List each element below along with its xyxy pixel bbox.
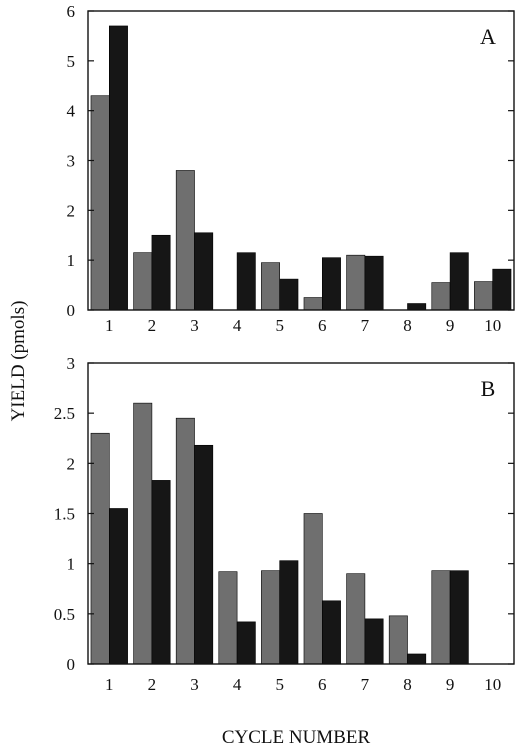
bar-A-s1-c7 [346,254,366,311]
x-tick-label-A: 10 [484,316,501,335]
bar-A-s2-c7 [364,255,384,311]
x-tick-label-A: 4 [233,316,242,335]
panel-label-A: A [480,24,496,49]
bar-B-s2-c6 [321,600,341,665]
y-tick-label-B: 2.5 [54,404,75,423]
x-tick-label-A: 8 [403,316,412,335]
x-tick-label-B: 6 [318,675,327,694]
y-tick-label-B: 3 [67,354,76,373]
x-tick-label-B: 8 [403,675,412,694]
bar-B-s1-c8 [388,615,408,665]
x-tick-label-B: 9 [446,675,455,694]
x-tick-label-A: 7 [361,316,370,335]
bar-A-s2-c9 [449,252,469,311]
x-tick-label-B: 10 [484,675,501,694]
chart-panel-A: 0 1 2 3 4 5 6 1 2 3 4 5 6 7 8 9 10 A [67,2,515,335]
x-tick-label-A: 6 [318,316,327,335]
bar-B-s1-c5 [261,570,281,665]
x-tick-label-A: 2 [148,316,157,335]
y-axis-title: YIELD (pmols) [8,301,29,422]
x-tick-label-B: 4 [233,675,242,694]
x-tick-label-B: 5 [275,675,284,694]
bar-A-s2-c6 [321,257,341,311]
x-tick-label-B: 1 [105,675,114,694]
bar-B-s2-c3 [194,444,214,665]
bar-B-s1-c9 [431,570,451,665]
bar-A-s2-c8 [407,303,427,311]
bar-B-s2-c8 [407,653,427,665]
x-tick-label-B: 3 [190,675,199,694]
panel-label-B: B [481,376,496,401]
bar-B-s1-c3 [175,417,195,665]
bar-A-s1-c2 [133,252,153,311]
x-tick-label-A: 9 [446,316,455,335]
y-tick-label-A: 0 [67,301,76,320]
bar-B-s2-c2 [151,480,171,665]
y-tick-label-B: 1 [67,555,76,574]
bar-B-s1-c4 [218,571,238,665]
bar-A-s2-c1 [109,25,128,311]
bar-B-s1-c7 [346,573,366,665]
bar-B-s2-c1 [109,508,128,665]
x-tick-label-A: 3 [190,316,199,335]
bar-A-s1-c3 [175,170,195,311]
bar-B-s1-c1 [90,432,110,665]
bar-B-s1-c2 [133,402,153,665]
y-tick-label-B: 1.5 [54,505,75,524]
bar-B-s1-c6 [303,513,323,665]
bar-A-s2-c5 [279,278,299,311]
x-tick-label-A: 1 [105,316,114,335]
bar-A-s2-c10 [492,268,512,311]
bar-B-s2-c9 [449,570,469,665]
bar-B-s2-c5 [279,560,299,665]
y-tick-label-B: 2 [67,454,76,473]
y-tick-label-A: 3 [67,152,76,171]
bar-B-s2-c4 [236,621,256,665]
bar-A-s1-c1 [90,95,110,311]
y-tick-label-B: 0 [67,655,76,674]
x-tick-label-A: 5 [275,316,284,335]
bar-A-s1-c9 [431,282,451,311]
x-tick-label-B: 7 [361,675,370,694]
chart-panel-B: 0 0.5 1 1.5 2 2.5 3 1 2 3 4 5 6 7 8 9 10 B [54,354,515,694]
x-tick-label-B: 2 [148,675,157,694]
y-tick-label-A: 1 [67,251,76,270]
y-tick-label-A: 5 [67,52,76,71]
y-tick-label-A: 4 [67,102,76,121]
bar-A-s2-c4 [236,252,256,311]
bar-A-s2-c3 [194,232,214,311]
bar-B-s2-c7 [364,618,384,665]
y-tick-label-B: 0.5 [54,605,75,624]
x-axis-title: CYCLE NUMBER [222,727,371,748]
bar-A-s1-c10 [474,281,494,311]
bar-A-s1-c6 [303,297,323,311]
bar-A-s2-c2 [151,234,171,311]
y-tick-label-A: 2 [67,201,76,220]
y-tick-label-A: 6 [67,2,76,21]
bar-A-s1-c5 [261,262,281,311]
